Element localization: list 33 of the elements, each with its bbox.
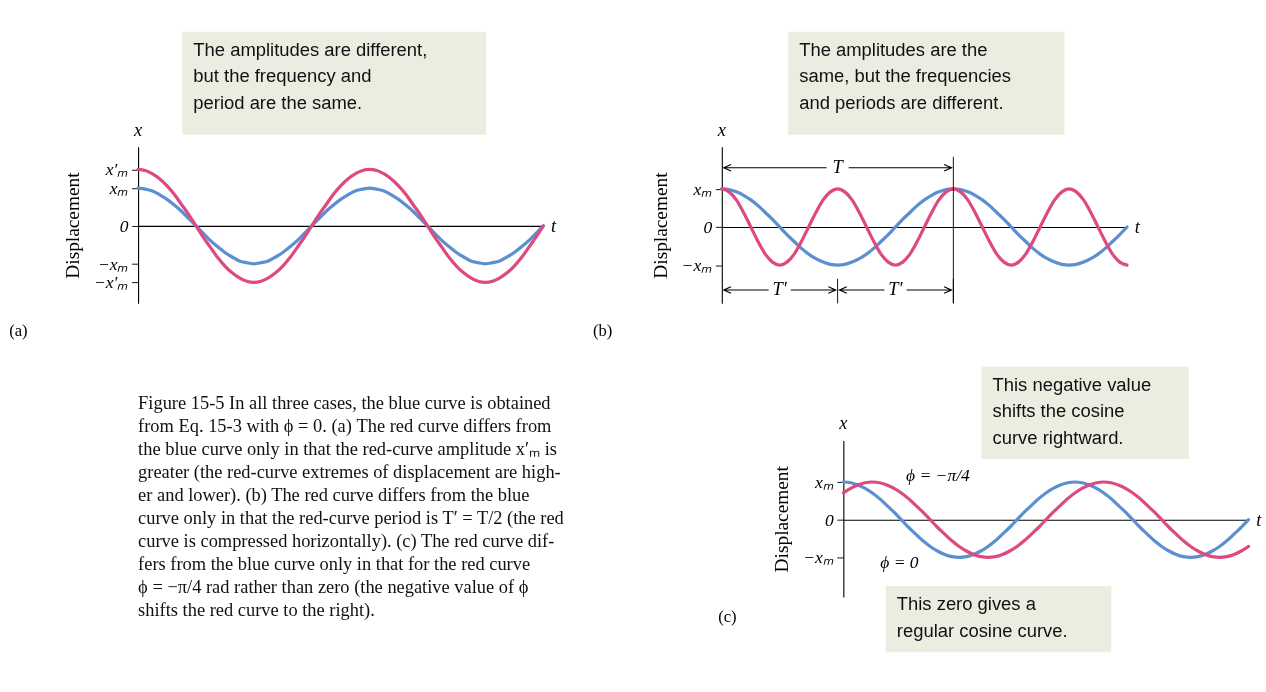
text: −x′ₘ — [94, 272, 129, 293]
text: 0 — [703, 216, 713, 237]
text: (c) — [718, 606, 737, 626]
text: x — [838, 413, 849, 434]
text: This negative value shifts the cosine curve rightward. — [992, 373, 1152, 449]
annotation: ϕ = −π/4 — [906, 465, 970, 486]
text: xₘ — [108, 178, 129, 199]
text: x′ₘ — [104, 159, 129, 180]
text: (b) — [592, 320, 613, 340]
text: T — [832, 157, 845, 178]
text: Figure 15-5 In all three cases, the blue curve is obtained from Eq. 15-3 with ϕ = 0. (a) The red curve differs from the blue curve only in that the red-curve amplitude x′ₘ is greater (the red-curve extremes of displacement are high- er and lower). (b) The red curve differs from the blue curve only in that the red-curve period is T′ = T/2 (the red curve is compressed horizontally). (c) The red curve dif- fers from the blue curve only in that for the red curve ϕ = −π/4 rad rather than zero (the negative value of ϕ shifts the red curve to the right). — [138, 393, 564, 621]
text: T′ — [888, 279, 904, 300]
text: This zero gives a regular cosine curve. — [896, 592, 1068, 641]
text: (a) — [9, 320, 28, 340]
text: xₘ — [692, 178, 713, 199]
text: T′ — [772, 279, 788, 300]
y-axis-title: Displacement — [649, 171, 671, 279]
text: x — [716, 119, 727, 140]
text: −xₘ — [803, 547, 834, 568]
text: The amplitudes are the same, but the frequencies and periods are different. — [799, 38, 1011, 114]
text: The amplitudes are different, but the frequency and period are the same. — [193, 38, 428, 114]
annotation: ϕ = 0 — [880, 551, 919, 572]
y-axis-title: Displacement — [771, 465, 793, 573]
text: x — [133, 119, 144, 140]
text: xₘ — [813, 471, 834, 492]
text: −xₘ — [97, 253, 129, 274]
x-axis-title: t — [551, 215, 558, 236]
y-axis-title: Displacement — [62, 171, 84, 279]
x-axis-title: t — [1134, 216, 1141, 237]
x-axis-title: t — [1256, 509, 1263, 530]
text: 0 — [119, 215, 129, 236]
text: 0 — [824, 509, 834, 530]
text: −xₘ — [681, 255, 713, 276]
